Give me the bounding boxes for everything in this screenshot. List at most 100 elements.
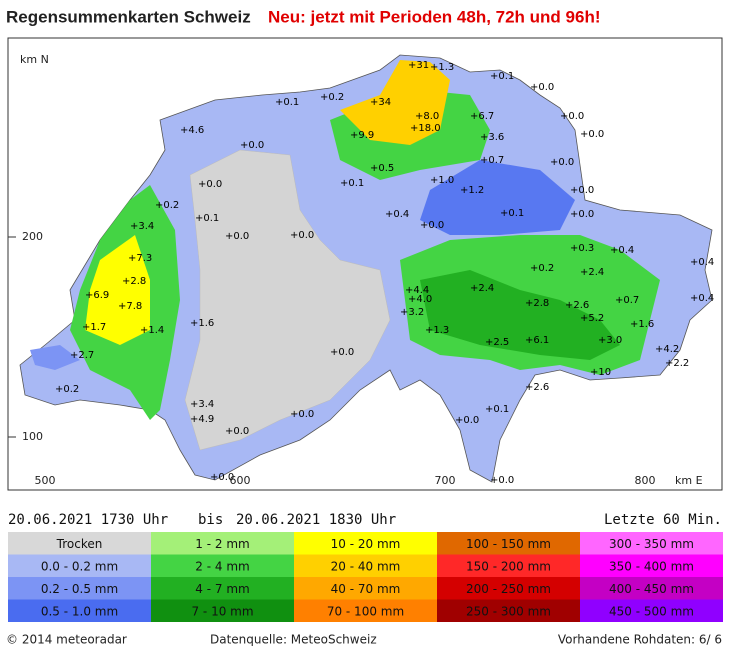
legend-swatch (437, 554, 580, 577)
relief (184, 149, 391, 451)
station-value: +0.3 (570, 243, 594, 254)
period-to: 20.06.2021 1830 Uhr (236, 512, 396, 528)
period-sep: bis (198, 512, 223, 528)
station-value: +1.3 (425, 325, 449, 336)
station-value: +1.7 (82, 322, 106, 333)
footer: © 2014 meteoradar Datenquelle: MeteoSchw… (6, 633, 722, 647)
station-value: +0.0 (530, 82, 554, 93)
station-value: +6.9 (85, 290, 109, 301)
station-value: +0.2 (55, 384, 79, 395)
legend-label: 100 - 150 mm (466, 537, 551, 551)
legend-label: 4 - 7 mm (195, 582, 249, 596)
legend-label: 0.5 - 1.0 mm (41, 604, 118, 618)
legend-swatch (8, 554, 151, 577)
legend-label: 150 - 200 mm (466, 559, 551, 573)
x-unit: km E (675, 474, 703, 487)
station-value: +8.0 (415, 111, 439, 122)
period-from: 20.06.2021 1730 Uhr (8, 512, 168, 528)
legend-label: 70 - 100 mm (327, 604, 404, 618)
station-value: +0.0 (560, 111, 584, 122)
station-value: +0.1 (340, 178, 364, 189)
station-value: +4.6 (180, 125, 204, 136)
legend-label: Trocken (56, 537, 103, 551)
station-value: +2.5 (485, 337, 509, 348)
legend-swatch (437, 532, 580, 555)
legend-swatch (151, 554, 294, 577)
station-value: +34 (370, 97, 391, 108)
station-value: +0.0 (490, 475, 514, 486)
station-value: +0.1 (490, 71, 514, 82)
legend-swatch (437, 599, 580, 622)
station-value: +0.7 (480, 155, 504, 166)
station-value: +0.2 (320, 92, 344, 103)
x-label: 800 (635, 474, 656, 487)
legend-label: 40 - 70 mm (331, 582, 401, 596)
station-value: +1.0 (430, 175, 454, 186)
station-value: +0.0 (198, 179, 222, 190)
legend-label: 300 - 350 mm (609, 537, 694, 551)
legend: Trocken 0.0 - 0.2 mm 0.2 - 0.5 mm 0.5 - 1.0… (8, 532, 723, 622)
notice[interactable]: Neu: jetzt mit Perioden 48h, 72h und 96h… (268, 7, 601, 26)
station-value: +0.0 (225, 231, 249, 242)
station-value: +0.2 (530, 263, 554, 274)
legend-label: 20 - 40 mm (331, 559, 401, 573)
station-value: +1.4 (140, 325, 164, 336)
title: Regensummenkarten Schweiz (6, 7, 251, 26)
stations: +31 +1.3+0.1+0.0+0.2 +34+0.1+8.0 +6.7 +0.0+4… (55, 60, 714, 486)
station-value: +2.8 (122, 276, 146, 287)
legend-swatch (294, 532, 437, 555)
legend-label: 7 - 10 mm (191, 604, 253, 618)
station-value: +0.0 (290, 409, 314, 420)
station-value: +7.8 (118, 301, 142, 312)
legend-label: 200 - 250 mm (466, 582, 551, 596)
legend-label: 10 - 20 mm (331, 537, 401, 551)
legend-swatch (580, 577, 723, 600)
legend-label: 400 - 450 mm (609, 582, 694, 596)
legend-swatch (294, 554, 437, 577)
station-value: +0.0 (225, 426, 249, 437)
legend-swatch (151, 577, 294, 600)
station-value: +2.8 (525, 298, 549, 309)
legend-swatch (8, 577, 151, 600)
lake (30, 345, 80, 370)
station-value: +0.0 (330, 347, 354, 358)
station-value: +18.0 (410, 123, 441, 134)
station-value: +4.0 (408, 294, 432, 305)
station-value: +1.6 (190, 318, 214, 329)
legend-swatch (437, 577, 580, 600)
station-value: +31 (408, 60, 429, 71)
station-value: +1.6 (630, 319, 654, 330)
station-value: +9.9 (350, 130, 374, 141)
station-value: +0.0 (240, 140, 264, 151)
station-value: +0.1 (485, 404, 509, 415)
station-value: +0.0 (455, 415, 479, 426)
legend-label: 0.0 - 0.2 mm (41, 559, 118, 573)
station-value: +4.9 (190, 414, 214, 425)
x-label: 500 (35, 474, 56, 487)
station-value: +1.2 (460, 185, 484, 196)
legend-label: 0.2 - 0.5 mm (41, 582, 118, 596)
station-value: +2.6 (565, 300, 589, 311)
station-value: +3.4 (130, 221, 154, 232)
station-value: +3.0 (598, 335, 622, 346)
legend-label: 350 - 400 mm (609, 559, 694, 573)
yellow-north (340, 60, 450, 145)
station-value: +0.0 (580, 129, 604, 140)
station-value: +0.5 (370, 163, 394, 174)
legend-swatch (294, 599, 437, 622)
legend-swatch (294, 577, 437, 600)
station-value: +0.1 (195, 213, 219, 224)
station-value: +0.0 (570, 185, 594, 196)
legend-swatch (580, 554, 723, 577)
legend-swatch (151, 599, 294, 622)
copyright: © 2014 meteoradar (6, 633, 127, 647)
legend-swatch (580, 599, 723, 622)
period: 20.06.2021 1730 Uhr bis 20.06.2021 1830 … (8, 512, 722, 528)
station-value: +6.1 (525, 335, 549, 346)
station-value: +10 (590, 367, 611, 378)
station-value: +2.2 (665, 358, 689, 369)
y-label: 100 (22, 430, 43, 443)
station-value: +7.3 (128, 253, 152, 264)
